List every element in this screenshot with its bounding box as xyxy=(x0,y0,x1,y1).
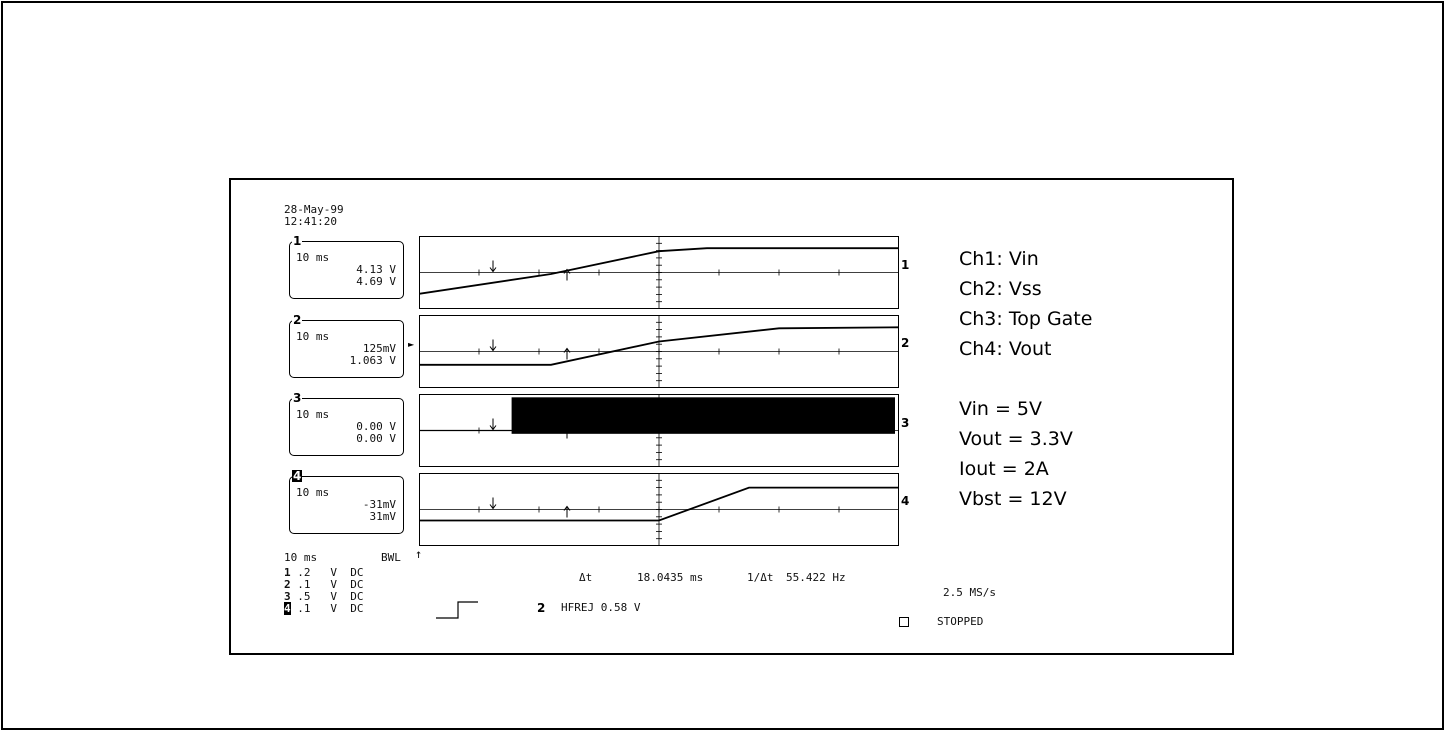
channel-2-value-1: 125mV xyxy=(362,342,396,355)
status-indicator-icon xyxy=(899,617,909,627)
channel-4-box: 4 10 ms -31mV 31mV xyxy=(289,470,404,534)
ch3-settings: 3 .5 V DC xyxy=(284,590,364,603)
delta-t-value: 18.0435 ms xyxy=(637,571,704,584)
cursor-2-arrow xyxy=(563,505,571,518)
channel-4-value-2: 31mV xyxy=(369,510,397,523)
cursor-up-arrow-icon: ↑ xyxy=(415,547,423,561)
sample-rate: 2.5 MS/s xyxy=(943,586,996,599)
condition-iout: Iout = 2A xyxy=(959,458,1049,480)
trace-channel-1 xyxy=(419,236,899,309)
channel-1-number: 1 xyxy=(292,234,303,248)
ch4-settings: 4 .1 V DC xyxy=(284,602,364,615)
channel-3-timebase: 10 ms xyxy=(296,408,330,421)
channel-4-value-1: -31mV xyxy=(362,498,396,511)
channel-3-value-1: 0.00 V xyxy=(356,420,396,433)
condition-vout: Vout = 3.3V xyxy=(959,428,1073,450)
condition-vbst: Vbst = 12V xyxy=(959,488,1067,510)
channel-1-box: 1 10 ms 4.13 V 4.69 V xyxy=(289,235,404,299)
trace-channel-2 xyxy=(419,315,899,388)
acquisition-status: STOPPED xyxy=(937,615,984,628)
cursor-1-arrow xyxy=(489,260,497,273)
channel-1-value-1: 4.13 V xyxy=(356,263,396,276)
trace-channel-4 xyxy=(419,473,899,546)
trigger-channel: 2 xyxy=(537,601,546,615)
ch1-settings: 1 .2 V DC xyxy=(284,566,364,579)
legend-ch4: Ch4: Vout xyxy=(959,338,1052,360)
cursor-2-arrow xyxy=(563,268,571,281)
switching-band xyxy=(511,397,895,434)
channel-3-value-2: 0.00 V xyxy=(356,432,396,445)
series-line xyxy=(419,486,899,522)
channel-1-timebase: 10 ms xyxy=(296,251,330,264)
channel-2-number: 2 xyxy=(292,313,303,327)
trace-2-label: 2 xyxy=(901,336,910,350)
trigger-edge-icon xyxy=(436,601,478,619)
cursor-1-arrow xyxy=(489,418,497,431)
legend-ch1: Ch1: Vin xyxy=(959,248,1039,270)
channel-2-value-2: 1.063 V xyxy=(349,354,396,367)
channel-3-box: 3 10 ms 0.00 V 0.00 V xyxy=(289,392,404,456)
condition-vin: Vin = 5V xyxy=(959,398,1042,420)
delta-t-label: Δt xyxy=(579,571,593,584)
ground-marker-icon: ► xyxy=(408,340,415,349)
bottom-timebase: 10 ms xyxy=(284,551,318,564)
channel-1-value-2: 4.69 V xyxy=(356,275,396,288)
series-line xyxy=(419,247,899,295)
channel-4-number: 4 xyxy=(292,469,303,483)
trace-1-label: 1 xyxy=(901,258,910,272)
series-line xyxy=(419,326,899,366)
trace-3-label: 3 xyxy=(901,416,910,430)
frequency-value: 55.422 Hz xyxy=(786,571,846,584)
capture-time: 12:41:20 xyxy=(284,215,337,228)
cursor-1-arrow xyxy=(489,339,497,352)
cursor-2-arrow xyxy=(563,347,571,360)
legend-ch2: Ch2: Vss xyxy=(959,278,1042,300)
capture-date: 28-May-99 xyxy=(284,203,344,216)
channel-settings-list: 1 .2 V DC 2 .1 V DC 3 .5 V DC 4 .1 V DC xyxy=(284,567,364,615)
oscilloscope-display: 28-May-99 12:41:20 1 10 ms 4.13 V 4.69 V… xyxy=(229,178,1234,655)
trigger-setting: HFREJ 0.58 V xyxy=(561,601,641,614)
cursor-1-arrow xyxy=(489,497,497,510)
ch2-settings: 2 .1 V DC xyxy=(284,578,364,591)
channel-4-timebase: 10 ms xyxy=(296,486,330,499)
channel-3-number: 3 xyxy=(292,391,303,405)
cursor-2-arrow xyxy=(563,426,571,439)
legend-ch3: Ch3: Top Gate xyxy=(959,308,1093,330)
trace-4-label: 4 xyxy=(901,494,910,508)
trace-channel-3 xyxy=(419,394,899,467)
channel-2-timebase: 10 ms xyxy=(296,330,330,343)
inverse-delta-t-label: 1/Δt xyxy=(747,571,774,584)
bwl-indicator: BWL xyxy=(381,551,401,564)
channel-2-box: 2 10 ms 125mV 1.063 V xyxy=(289,314,404,378)
